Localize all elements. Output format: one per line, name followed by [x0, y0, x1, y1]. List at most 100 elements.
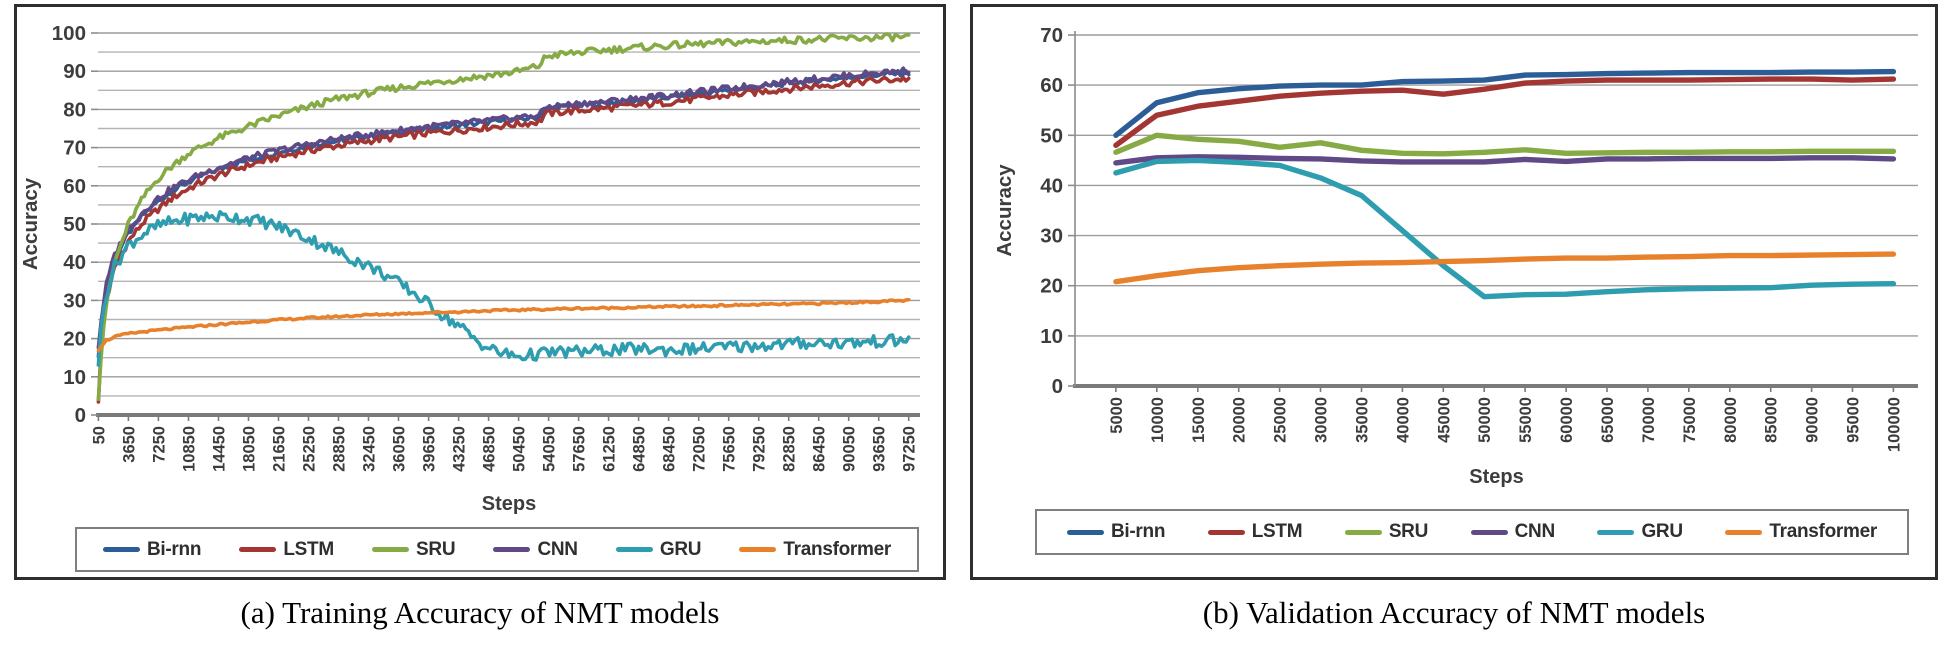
- legend-item-transformer: Transformer: [739, 539, 891, 561]
- svg-text:20: 20: [63, 328, 86, 351]
- svg-text:61250: 61250: [601, 426, 619, 472]
- legend-line-swatch: [1344, 529, 1382, 535]
- svg-text:18050: 18050: [241, 426, 259, 472]
- svg-text:Accuracy: Accuracy: [993, 164, 1016, 257]
- svg-text:72050: 72050: [691, 426, 709, 472]
- training-chart-legend: Bi-rnn LSTM SRU CNN GRU Transformer: [75, 527, 919, 572]
- legend-line-swatch: [1207, 529, 1245, 535]
- svg-text:54050: 54050: [541, 426, 559, 472]
- svg-text:70: 70: [1040, 24, 1063, 47]
- legend-line-swatch: [1597, 529, 1635, 535]
- legend-label: GRU: [1641, 521, 1683, 542]
- svg-text:Accuracy: Accuracy: [19, 177, 42, 270]
- legend-label: Transformer: [783, 538, 891, 560]
- svg-text:10: 10: [63, 366, 86, 389]
- svg-text:65000: 65000: [1599, 397, 1617, 443]
- svg-text:30: 30: [63, 289, 86, 312]
- legend-item-cnn: CNN: [1470, 521, 1556, 543]
- svg-text:86450: 86450: [811, 426, 829, 472]
- legend-line-swatch: [103, 547, 140, 552]
- legend-line-swatch: [1067, 529, 1104, 535]
- validation-chart-plot: 0 10 20 30 40 50 60 70 5000 10000 15000 20000 25000 3…: [973, 7, 1935, 512]
- legend-label: LSTM: [283, 538, 334, 560]
- svg-text:43250: 43250: [451, 426, 469, 472]
- legend-item-cnn: CNN: [493, 538, 578, 561]
- training-chart-svg: 0 10 20 30 40 50 60 70 80 90 100 50 3650 7250 10850 144…: [19, 22, 920, 515]
- legend-label: GRU: [659, 538, 702, 560]
- svg-text:75650: 75650: [721, 426, 739, 472]
- svg-text:46850: 46850: [481, 426, 499, 472]
- legend-item-bi-rnn: Bi-rnn: [1067, 521, 1165, 543]
- validation-chart-panel: 0 10 20 30 40 50 60 70 5000 10000 15000 20000 25000 3…: [970, 4, 1938, 580]
- legend-line-swatch: [1725, 529, 1763, 535]
- legend-line-swatch: [239, 547, 277, 552]
- legend-label: SRU: [1388, 521, 1429, 542]
- svg-text:21650: 21650: [271, 426, 289, 472]
- svg-text:0: 0: [75, 404, 86, 427]
- svg-text:40000: 40000: [1394, 397, 1412, 443]
- svg-text:90000: 90000: [1804, 397, 1822, 443]
- svg-text:10: 10: [1040, 325, 1063, 348]
- svg-text:0: 0: [1052, 375, 1063, 398]
- svg-text:15000: 15000: [1190, 397, 1208, 443]
- legend-label: Bi-rnn: [147, 538, 202, 560]
- svg-text:45000: 45000: [1435, 397, 1453, 443]
- svg-text:57650: 57650: [571, 426, 589, 472]
- legend-item-bi-rnn: Bi-rnn: [103, 539, 201, 561]
- svg-text:10000: 10000: [1149, 397, 1167, 443]
- svg-text:32450: 32450: [361, 426, 379, 472]
- svg-text:14450: 14450: [211, 426, 229, 472]
- svg-text:5000: 5000: [1108, 397, 1126, 434]
- legend-line-swatch: [372, 547, 410, 552]
- svg-text:70000: 70000: [1640, 397, 1658, 443]
- legend-label: CNN: [1514, 521, 1556, 542]
- svg-text:80: 80: [63, 98, 86, 121]
- svg-text:90050: 90050: [841, 426, 859, 472]
- svg-text:30: 30: [1040, 225, 1063, 248]
- legend-item-gru: GRU: [615, 538, 702, 561]
- svg-text:90: 90: [63, 60, 86, 83]
- validation-chart-legend: Bi-rnn LSTM SRU CNN GRU Transformer: [1035, 509, 1909, 555]
- svg-text:68450: 68450: [661, 426, 679, 472]
- svg-text:7250: 7250: [150, 426, 168, 463]
- svg-text:60: 60: [1040, 74, 1063, 97]
- svg-text:55000: 55000: [1517, 397, 1535, 443]
- svg-text:70: 70: [63, 137, 86, 160]
- svg-text:85000: 85000: [1763, 397, 1781, 443]
- svg-text:3650: 3650: [120, 426, 138, 463]
- svg-text:40: 40: [63, 251, 86, 274]
- legend-item-lstm: LSTM: [239, 539, 334, 561]
- legend-label: Transformer: [1769, 521, 1877, 542]
- legend-item-gru: GRU: [1597, 521, 1683, 543]
- svg-text:40: 40: [1040, 174, 1063, 197]
- svg-text:97250: 97250: [901, 426, 919, 472]
- svg-text:35000: 35000: [1354, 397, 1372, 443]
- svg-text:25250: 25250: [301, 426, 319, 472]
- svg-text:64850: 64850: [631, 426, 649, 472]
- training-chart-panel: 0 10 20 30 40 50 60 70 80 90 100 50 3650 7250 10850 144…: [14, 4, 946, 580]
- svg-text:36050: 36050: [391, 426, 409, 472]
- svg-text:60000: 60000: [1558, 397, 1576, 443]
- legend-line-swatch: [493, 547, 531, 552]
- legend-label: SRU: [416, 538, 456, 560]
- legend-label: LSTM: [1251, 521, 1303, 542]
- svg-text:Steps: Steps: [482, 493, 536, 515]
- validation-chart-svg: 0 10 20 30 40 50 60 70 5000 10000 15000 20000 25000 3…: [993, 24, 1918, 488]
- svg-text:80000: 80000: [1722, 397, 1740, 443]
- legend-label: CNN: [537, 538, 578, 560]
- svg-text:50: 50: [1040, 124, 1063, 147]
- svg-text:50: 50: [90, 426, 108, 444]
- svg-text:50000: 50000: [1476, 397, 1494, 443]
- svg-text:25000: 25000: [1272, 397, 1290, 443]
- caption-validation: (b) Validation Accuracy of NMT models: [1202, 595, 1706, 630]
- svg-text:50: 50: [63, 213, 86, 236]
- svg-text:10850: 10850: [181, 426, 199, 472]
- svg-text:100000: 100000: [1885, 397, 1903, 452]
- caption-training: (a) Training Accuracy of NMT models: [240, 595, 720, 630]
- svg-text:82850: 82850: [781, 426, 799, 472]
- legend-item-sru: SRU: [1344, 521, 1429, 543]
- svg-text:30000: 30000: [1313, 397, 1331, 443]
- legend-item-sru: SRU: [372, 538, 456, 561]
- svg-text:95000: 95000: [1845, 397, 1863, 443]
- legend-line-swatch: [1470, 529, 1508, 535]
